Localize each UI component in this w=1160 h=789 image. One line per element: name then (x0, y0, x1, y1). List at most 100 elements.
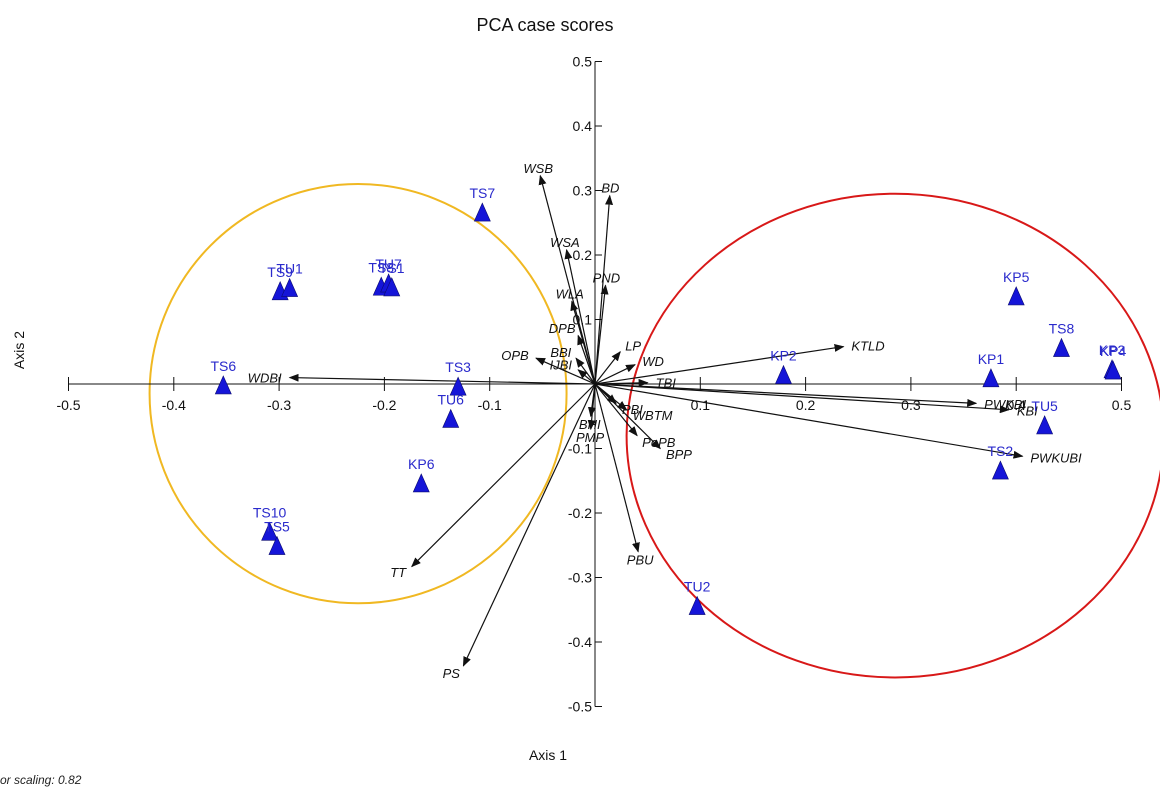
case-label: TS10 (253, 504, 287, 520)
case-label: TS8 (1049, 321, 1075, 337)
vector-arrow (462, 383, 596, 667)
case-marker (982, 368, 1000, 388)
case-marker (1007, 286, 1025, 306)
vector-label: PS (443, 666, 461, 681)
x-tick-label: 0.4 (1006, 397, 1026, 413)
case-marker (473, 202, 491, 222)
vector-arrow (594, 383, 978, 407)
y-tick-label: -0.2 (568, 505, 592, 521)
case-marker (281, 277, 299, 297)
case-label: TU7 (375, 256, 402, 272)
case-marker (688, 595, 706, 615)
vector-label: BD (601, 181, 619, 196)
x-tick-label: 0.3 (901, 397, 921, 413)
case-label: TU5 (1031, 398, 1058, 414)
case-label: KP3 (1099, 342, 1126, 358)
vector-label: BPP (666, 447, 692, 462)
vector-arrow (594, 194, 614, 385)
case-label: TU6 (438, 391, 465, 407)
vector-arrow (577, 334, 596, 385)
x-tick-label: -0.2 (372, 397, 396, 413)
case-marker (268, 535, 286, 555)
vector-label: PBU (627, 552, 654, 567)
vector-label: WBTM (633, 408, 673, 423)
vector-label: PWKUBI (1030, 451, 1082, 466)
vector-arrow (594, 364, 636, 385)
case-label: KP5 (1003, 269, 1030, 285)
case-label: TS8 (368, 259, 394, 275)
group-ellipses (148, 183, 1160, 679)
case-label: KP1 (978, 351, 1005, 367)
vector-arrow (594, 284, 609, 385)
vector-label: PMP (576, 430, 605, 445)
y-tick-label: -0.5 (568, 699, 592, 715)
case-label: KP6 (408, 456, 435, 472)
vector-arrow (594, 343, 845, 385)
vector-label: PBI (622, 402, 643, 417)
case-marker (214, 375, 232, 395)
vector-arrow (594, 383, 640, 553)
case-label: TS5 (264, 519, 290, 535)
case-label: TS6 (210, 358, 236, 374)
case-label: TU2 (684, 579, 711, 595)
case-label: TS7 (469, 185, 495, 201)
y-tick-label: 0.3 (573, 183, 593, 199)
x-tick-label: 0.1 (691, 397, 711, 413)
y-tick-label: -0.3 (568, 570, 592, 586)
vector-label: WDBI (248, 370, 282, 385)
case-label: KP4 (1100, 343, 1127, 359)
case-marker (383, 277, 401, 297)
case-label: KP2 (770, 348, 797, 364)
case-marker (1036, 415, 1054, 435)
vector-arrow (564, 248, 596, 385)
case-marker (442, 408, 460, 428)
vector-arrow (594, 383, 1010, 414)
vector-label: WSA (550, 235, 580, 250)
y-tick-label: 0.2 (573, 247, 593, 263)
x-tick-label: 0.5 (1112, 397, 1132, 413)
vector-label: PND (593, 270, 620, 285)
vector-arrow (594, 378, 649, 387)
vector-label: LP (625, 338, 641, 353)
case-marker (775, 364, 792, 384)
case-marker (412, 473, 430, 493)
y-tick-label: 0.5 (573, 54, 593, 70)
case-marker (991, 460, 1009, 480)
case-label: TS2 (988, 443, 1014, 459)
vector-arrow (411, 383, 596, 568)
group-ellipse-2 (625, 192, 1160, 679)
case-label: TS1 (379, 260, 405, 276)
x-tick-label: -0.5 (56, 397, 80, 413)
case-marker (449, 376, 467, 396)
x-tick-label: -0.1 (478, 397, 502, 413)
vector-arrow (594, 383, 617, 405)
y-tick-label: -0.4 (568, 634, 592, 650)
axes: -0.5 -0.4 -0.3 -0.2 -0.1 0.1 0.2 0.3 0.4 0.5 0.5 0.… (56, 54, 1131, 715)
vector-label: KBI (1017, 403, 1038, 418)
y-axis-title: Axis 2 (11, 331, 27, 369)
vector-arrow (577, 369, 596, 385)
vector-label: WLA (556, 287, 584, 302)
vector-arrow (535, 357, 596, 385)
case-marker (261, 521, 279, 541)
vector-label: TT (390, 565, 407, 580)
case-marker (1104, 360, 1122, 380)
vector-arrow (587, 383, 596, 431)
group-ellipse-1 (148, 183, 568, 605)
y-tick-label: 0.4 (573, 118, 593, 134)
chart-title: PCA case scores (476, 15, 613, 35)
x-tick-label: 0.2 (796, 397, 816, 413)
vector-label: KTLD (851, 338, 884, 353)
x-tick-label: -0.3 (267, 397, 291, 413)
vector-label: PWKBI (984, 397, 1026, 412)
vector-label: PoPB (642, 435, 676, 450)
vector-arrow (594, 383, 1024, 459)
vector-label: WD (642, 354, 664, 369)
y-tick-label: -0.1 (568, 441, 592, 457)
case-marker (1053, 337, 1070, 357)
case-label: TS3 (445, 359, 471, 375)
x-axis-title: Axis 1 (529, 747, 567, 763)
vector-label: IJBI (550, 358, 573, 373)
